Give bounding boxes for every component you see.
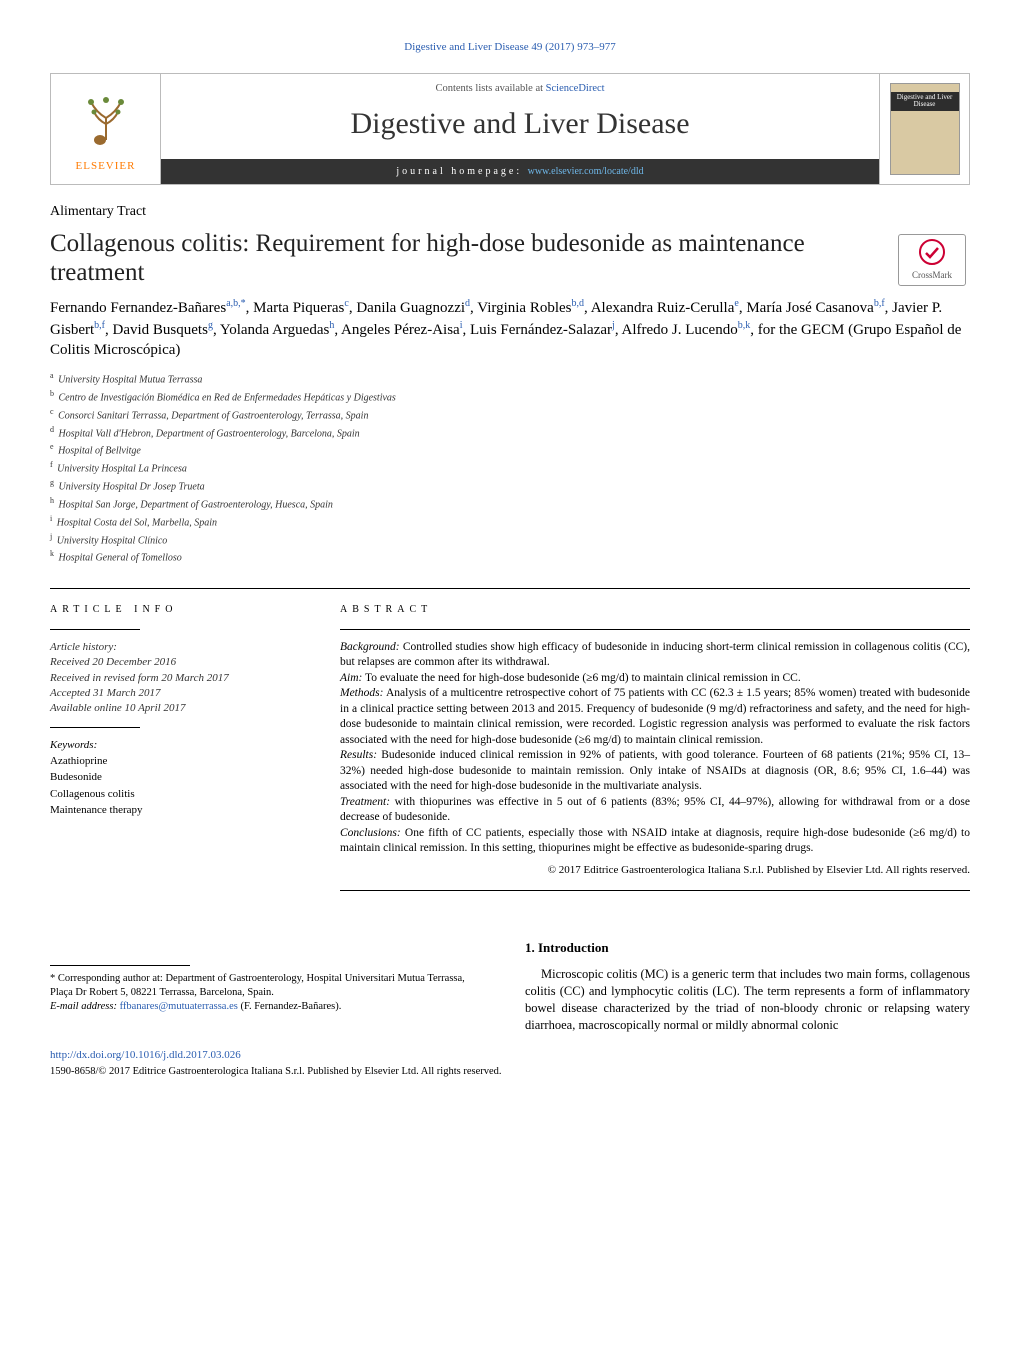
issn-copyright: 1590-8658/© 2017 Editrice Gastroenterolo… xyxy=(50,1065,970,1079)
keyword-item: Budesonide xyxy=(50,769,310,786)
left-col: * Corresponding author at: Department of… xyxy=(50,939,495,1034)
abs-aim: To evaluate the need for high-dose budes… xyxy=(362,672,800,684)
footnotes: * Corresponding author at: Department of… xyxy=(50,972,480,1015)
affiliation-item: d Hospital Vall d'Hebron, Department of … xyxy=(50,424,970,442)
abs-conclusions: One fifth of CC patients, especially tho… xyxy=(340,827,970,855)
info-abstract-grid: ARTICLE INFO Article history: Received 2… xyxy=(50,588,970,891)
homepage-bar: journal homepage: www.elsevier.com/locat… xyxy=(161,159,879,185)
page: Digestive and Liver Disease 49 (2017) 97… xyxy=(0,0,1020,1109)
affiliation-item: i Hospital Costa del Sol, Marbella, Spai… xyxy=(50,513,970,531)
keywords-list: AzathioprineBudesonideCollagenous coliti… xyxy=(50,753,310,819)
rule xyxy=(50,727,140,728)
abs-results-label: Results: xyxy=(340,749,377,761)
journal-name: Digestive and Liver Disease xyxy=(161,100,879,159)
doi-link[interactable]: http://dx.doi.org/10.1016/j.dld.2017.03.… xyxy=(50,1049,241,1061)
affiliation-item: k Hospital General of Tomelloso xyxy=(50,548,970,566)
abs-background-label: Background: xyxy=(340,641,400,653)
abs-results: Budesonide induced clinical remission in… xyxy=(340,749,970,792)
keyword-item: Collagenous colitis xyxy=(50,786,310,803)
affiliation-list: a University Hospital Mutua Terrassab Ce… xyxy=(50,370,970,566)
article-info-head: ARTICLE INFO xyxy=(50,603,310,617)
history-line: Available online 10 April 2017 xyxy=(50,701,310,716)
abs-treatment-label: Treatment: xyxy=(340,796,390,808)
crossmark-label: CrossMark xyxy=(912,269,952,281)
crossmark-icon xyxy=(919,239,945,265)
journal-masthead: ELSEVIER Contents lists available at Sci… xyxy=(50,73,970,185)
email-tail: (F. Fernandez-Bañares). xyxy=(238,1001,342,1012)
right-col: 1. Introduction Microscopic colitis (MC)… xyxy=(525,939,970,1034)
journal-cover-thumb: Digestive and Liver Disease xyxy=(890,83,960,175)
abs-methods: Analysis of a multicentre retrospective … xyxy=(340,687,970,746)
abstract-col: ABSTRACT Background: Controlled studies … xyxy=(340,589,970,891)
intro-columns: * Corresponding author at: Department of… xyxy=(50,939,970,1034)
affiliation-item: e Hospital of Bellvitge xyxy=(50,441,970,459)
rule xyxy=(50,629,140,630)
keyword-item: Azathioprine xyxy=(50,753,310,770)
homepage-label: journal homepage: xyxy=(396,166,527,177)
running-head: Digestive and Liver Disease 49 (2017) 97… xyxy=(50,40,970,55)
sciencedirect-link[interactable]: ScienceDirect xyxy=(546,83,605,94)
doi-line: http://dx.doi.org/10.1016/j.dld.2017.03.… xyxy=(50,1048,970,1063)
author-list: Fernando Fernandez-Bañaresa,b,*, Marta P… xyxy=(50,297,970,360)
affiliation-item: f University Hospital La Princesa xyxy=(50,459,970,477)
history-label: Article history: xyxy=(50,640,310,655)
abs-background: Controlled studies show high efficacy of… xyxy=(340,641,970,669)
section-label: Alimentary Tract xyxy=(50,203,970,222)
cover-title-band: Digestive and Liver Disease xyxy=(891,92,959,111)
rule xyxy=(340,629,970,630)
keywords-label: Keywords: xyxy=(50,738,310,753)
affiliation-item: j University Hospital Clínico xyxy=(50,531,970,549)
corresponding-author: * Corresponding author at: Department of… xyxy=(50,972,480,1000)
abstract-body: Background: Controlled studies show high… xyxy=(340,640,970,857)
abs-treatment: with thiopurines was effective in 5 out … xyxy=(340,796,970,824)
article-info-col: ARTICLE INFO Article history: Received 2… xyxy=(50,589,310,891)
publisher-name: ELSEVIER xyxy=(76,159,136,174)
history-line: Received 20 December 2016 xyxy=(50,655,310,670)
publisher-cell: ELSEVIER xyxy=(51,74,161,184)
keyword-item: Maintenance therapy xyxy=(50,802,310,819)
article-history: Article history: Received 20 December 20… xyxy=(50,640,310,717)
abstract-copyright: © 2017 Editrice Gastroenterologica Itali… xyxy=(340,863,970,878)
crossmark-badge[interactable]: CrossMark xyxy=(898,234,966,286)
contents-line: Contents lists available at ScienceDirec… xyxy=(161,74,879,100)
abstract-head: ABSTRACT xyxy=(340,603,970,617)
abs-aim-label: Aim: xyxy=(340,672,362,684)
abs-conclusions-label: Conclusions: xyxy=(340,827,401,839)
affiliation-item: a University Hospital Mutua Terrassa xyxy=(50,370,970,388)
elsevier-tree-icon xyxy=(71,85,141,155)
affiliation-item: h Hospital San Jorge, Department of Gast… xyxy=(50,495,970,513)
email-label: E-mail address: xyxy=(50,1001,120,1012)
affiliation-item: b Centro de Investigación Biomédica en R… xyxy=(50,388,970,406)
article-title: Collagenous colitis: Requirement for hig… xyxy=(50,230,888,288)
history-line: Received in revised form 20 March 2017 xyxy=(50,671,310,686)
footnote-rule xyxy=(50,965,190,966)
homepage-link[interactable]: www.elsevier.com/locate/dld xyxy=(528,166,644,177)
intro-paragraph: Microscopic colitis (MC) is a generic te… xyxy=(525,966,970,1034)
history-line: Accepted 31 March 2017 xyxy=(50,686,310,701)
affiliation-item: c Consorci Sanitari Terrassa, Department… xyxy=(50,406,970,424)
intro-heading: 1. Introduction xyxy=(525,939,970,957)
affiliation-item: g University Hospital Dr Josep Trueta xyxy=(50,477,970,495)
corr-email-link[interactable]: ffbanares@mutuaterrassa.es xyxy=(120,1001,238,1012)
contents-text: Contents lists available at xyxy=(435,83,545,94)
cover-cell: Digestive and Liver Disease xyxy=(879,74,969,184)
abs-methods-label: Methods: xyxy=(340,687,383,699)
masthead-center: Contents lists available at ScienceDirec… xyxy=(161,74,879,184)
